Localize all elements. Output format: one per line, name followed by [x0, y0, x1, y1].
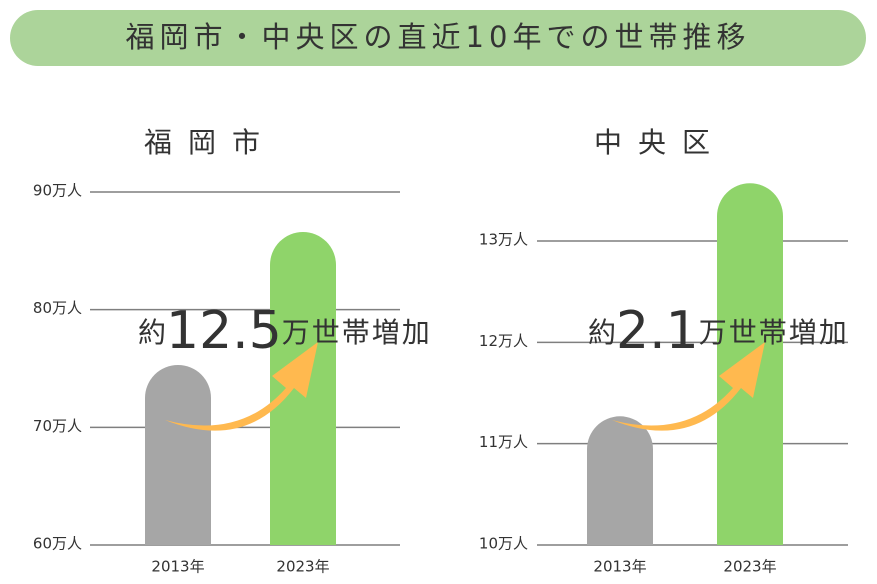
x-tick-label: 2023年: [723, 558, 776, 576]
y-tick-label: 60万人: [33, 535, 82, 553]
y-tick-label: 13万人: [479, 231, 528, 249]
y-tick-label: 90万人: [33, 182, 82, 200]
annotation-number: 2.1: [616, 301, 699, 361]
y-tick-label: 10万人: [479, 535, 528, 553]
x-tick-label: 2013年: [593, 558, 646, 576]
y-tick-label: 12万人: [479, 332, 528, 350]
arrow: [165, 342, 318, 431]
page-title: 福岡市・中央区の直近10年での世帯推移: [126, 20, 751, 54]
y-tick-label: 11万人: [479, 433, 528, 451]
chart-title: 中央区: [594, 126, 726, 159]
annotation-prefix: 約: [138, 316, 166, 349]
annotation-suffix: 万世帯増加: [699, 316, 849, 349]
annotation-suffix: 万世帯増加: [282, 316, 432, 349]
x-tick-label: 2023年: [276, 558, 329, 576]
annotation-number: 12.5: [166, 301, 282, 361]
title-bar: [10, 10, 866, 66]
chart-title: 福岡市: [144, 126, 276, 159]
annotation: 約12.5万世帯増加: [138, 301, 432, 361]
annotation-prefix: 約: [588, 316, 616, 349]
y-tick-label: 80万人: [33, 299, 82, 317]
annotation: 約2.1万世帯増加: [588, 301, 849, 361]
bar: [145, 364, 211, 545]
bar: [587, 416, 653, 545]
y-tick-label: 70万人: [33, 417, 82, 435]
arrow: [612, 342, 765, 431]
x-tick-label: 2013年: [151, 558, 204, 576]
